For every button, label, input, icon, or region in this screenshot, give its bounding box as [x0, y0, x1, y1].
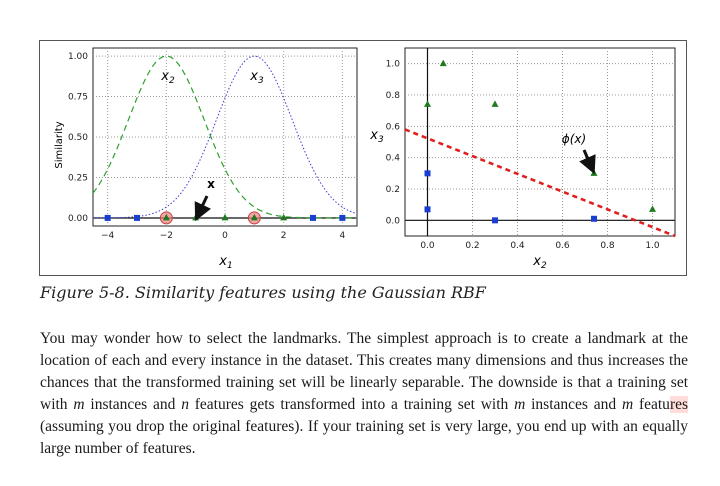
curve-x2: [92, 55, 357, 219]
right-ytick-label: 0.8: [386, 91, 401, 101]
right-points: [424, 59, 656, 224]
body-text: featu: [633, 396, 670, 413]
body-line: drop the original features). If your tra…: [136, 418, 638, 435]
body-line: dimensions and thus increases the chance…: [40, 352, 688, 391]
right-ticks: 0.0 0.2 0.4 0.6 0.8 1.0 0.0 0.2 0.4 0.6 0.8 1.0: [386, 60, 660, 251]
arrow-x: [194, 195, 211, 222]
right-ytick-label: 0.0: [386, 216, 401, 226]
body-line: equally large number of features.: [40, 418, 689, 457]
right-xtick-label: 0.8: [600, 241, 615, 251]
right-xtick-label: 0.4: [510, 241, 525, 251]
point-class1: [250, 213, 258, 221]
figure-caption: Figure 5-8. Similarity features using th…: [40, 283, 486, 302]
left-xtick-label: 4: [339, 231, 345, 241]
figure-frame: [39, 40, 687, 276]
point-class1: [424, 100, 431, 107]
left-xtick-label: −4: [101, 231, 115, 241]
point-class1: [280, 213, 288, 221]
right-plot: 0.0 0.2 0.4 0.6 0.8 1.0 0.0 0.2 0.4 0.6 0.8 1.0 ϕ(x…: [369, 47, 676, 271]
body-line: linearly separable. The downside is that…: [40, 374, 689, 413]
left-ytick-label: 0.75: [68, 93, 88, 103]
left-xtick-label: 2: [281, 231, 287, 241]
body-text: instances and: [84, 396, 182, 413]
var-n: n: [181, 396, 189, 413]
point-class1: [162, 213, 170, 221]
body-line: landmark at the location of each and eve…: [40, 330, 688, 369]
point-class1: [649, 205, 656, 212]
right-xtick-label: 1.0: [645, 241, 660, 251]
point-class0: [424, 170, 431, 177]
right-ytick-label: 0.2: [386, 185, 400, 195]
right-xtick-label: 0.0: [420, 241, 435, 251]
point-class0: [424, 206, 431, 213]
left-plot: −4 −2 0 2 40.000.250.500.751.00 x2 x3 x Simi…: [54, 47, 358, 271]
annotation-x: x: [207, 177, 215, 191]
decision-boundary: [404, 128, 676, 238]
right-ytick-label: 1.0: [386, 60, 401, 70]
left-xtick-label: 0: [222, 231, 228, 241]
figure-rbf-plots: −4 −2 0 2 4 0.00 0.25 0.50 0.75 1.00 x2 x3 x Simi…: [54, 47, 676, 271]
point-class1: [221, 213, 229, 221]
right-ytick-label: 0.6: [386, 122, 401, 132]
annotation-phi-x: ϕ(x): [562, 132, 586, 146]
left-xlabel: x1: [218, 254, 232, 271]
point-class0: [104, 214, 111, 221]
right-ylabel: x3: [369, 128, 384, 145]
right-plot-area: [404, 47, 676, 237]
left-ytick-label: 0.25: [68, 173, 88, 183]
var-m: m: [514, 396, 526, 413]
right-xlabel: x2: [532, 254, 547, 271]
point-class0: [134, 214, 140, 221]
body-text: (assuming you: [40, 418, 132, 435]
right-xtick-label: 0.2: [465, 241, 479, 251]
body-line: You may wonder how to select the landmar…: [40, 330, 582, 347]
left-ticks: −4 −2 0 2 4 0.00 0.25 0.50 0.75 1.00: [68, 52, 346, 241]
left-ytick-label: 1.00: [68, 52, 88, 62]
body-line: gets transformed into a training set wit…: [249, 396, 515, 413]
curve-x3: [93, 55, 358, 219]
point-class1: [439, 59, 447, 67]
point-class0: [339, 214, 346, 221]
right-xtick-label: 0.6: [555, 241, 570, 251]
point-class0: [310, 214, 316, 221]
point-class0: [492, 217, 498, 224]
var-m: m: [621, 396, 634, 413]
point-class0: [591, 215, 597, 222]
body-paragraph: You may wonder how to select the landmar…: [40, 328, 689, 460]
body-text: instances and: [525, 396, 622, 413]
right-grid: [405, 48, 675, 236]
left-ytick-label: 0.50: [68, 133, 88, 143]
left-ylabel: Similarity: [54, 121, 65, 168]
left-xtick-label: −2: [160, 231, 173, 241]
body-text: features: [188, 396, 244, 413]
point-class1: [491, 100, 499, 107]
arrow-phi-x: [579, 149, 596, 175]
left-ytick-label: 0.00: [68, 214, 88, 224]
highlight: res: [669, 396, 689, 413]
right-ytick-label: 0.4: [386, 154, 401, 164]
var-m: m: [73, 396, 85, 413]
